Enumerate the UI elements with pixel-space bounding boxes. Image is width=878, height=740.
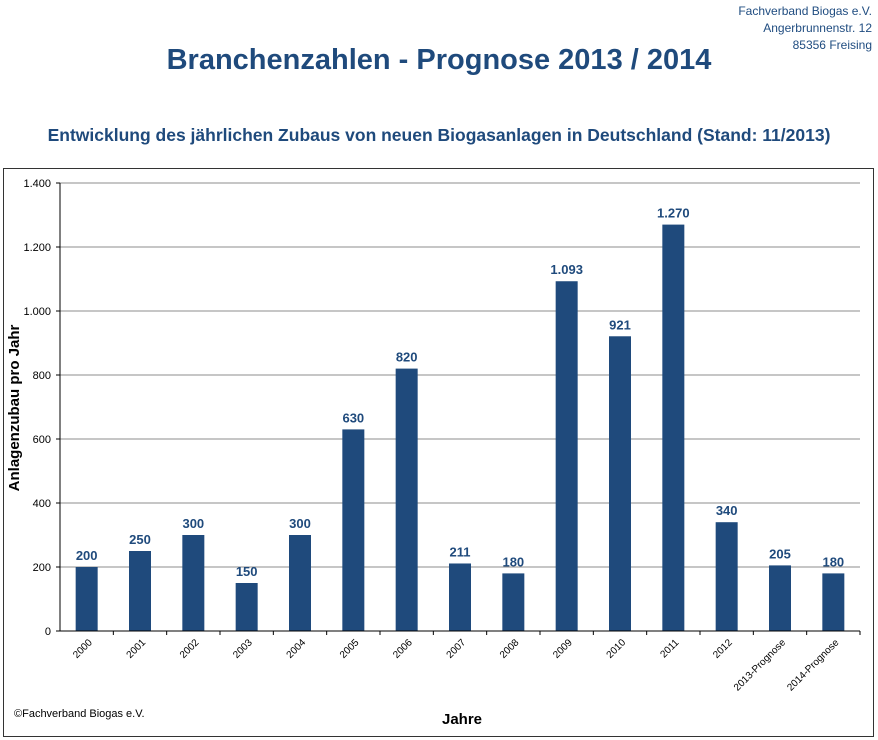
bar-2012 — [715, 522, 738, 631]
bar-2004 — [289, 535, 311, 631]
bar-value-label: 150 — [236, 564, 258, 579]
bar-2014-Prognose — [822, 573, 845, 631]
address-block: Fachverband Biogas e.V. Angerbrunnenstr.… — [738, 3, 872, 54]
bars — [75, 224, 845, 631]
chart-frame — [3, 168, 874, 737]
y-axis-label: Anlagenzubau pro Jahr — [6, 324, 23, 491]
bar-value-label: 921 — [609, 317, 631, 332]
x-tick-label: 2004 — [285, 637, 309, 661]
bar-value-label: 340 — [716, 503, 738, 518]
bar-2003 — [235, 583, 258, 631]
address-line-city: 85356 Freising — [792, 38, 872, 52]
bar-2010 — [609, 336, 631, 631]
bar-2007 — [449, 563, 471, 631]
x-tick-label: 2009 — [551, 637, 575, 661]
x-tick-label: 2005 — [338, 637, 362, 661]
chart-subtitle: Entwicklung des jährlichen Zubaus von ne… — [47, 125, 831, 145]
bar-value-label: 211 — [450, 544, 471, 559]
y-tick-label: 800 — [33, 370, 51, 382]
x-tick-label: 2003 — [231, 637, 255, 661]
bar-value-label: 200 — [76, 548, 98, 563]
bar-2011 — [662, 224, 685, 631]
y-tick-label: 1.400 — [23, 178, 51, 190]
bar-2000 — [75, 567, 98, 631]
x-tick-label: 2008 — [498, 637, 522, 661]
bar-2002 — [182, 535, 205, 631]
y-tick-label: 1.000 — [23, 306, 51, 318]
x-axis-label: Jahre — [442, 711, 482, 728]
bar-value-label: 180 — [822, 554, 844, 569]
grid-lines — [60, 182, 860, 568]
bar-2005 — [342, 429, 365, 631]
x-tick-label: 2011 — [658, 637, 681, 660]
x-tick-label: 2010 — [605, 637, 629, 661]
bar-value-label: 1.093 — [550, 262, 583, 277]
x-tick-label: 2012 — [711, 637, 735, 661]
address-line-street: Angerbrunnenstr. 12 — [763, 21, 872, 35]
bar-2013-Prognose — [769, 565, 791, 631]
bar-value-label: 1.270 — [657, 206, 690, 221]
address-line-org: Fachverband Biogas e.V. — [738, 4, 872, 18]
x-tick-label: 2002 — [178, 637, 202, 661]
x-tick-label: 2000 — [71, 637, 95, 661]
page-title: Branchenzahlen - Prognose 2013 / 2014 — [166, 44, 712, 76]
bar-2001 — [129, 551, 151, 631]
bar-2008 — [502, 573, 525, 631]
x-tick-label: 2013-Prognose — [732, 637, 788, 693]
bar-value-label: 205 — [769, 546, 791, 561]
bar-2006 — [395, 368, 418, 631]
x-tick-label: 2014-Prognose — [785, 637, 841, 693]
bar-value-label: 300 — [182, 516, 204, 531]
y-tick-label: 0 — [45, 626, 51, 638]
y-tick-label: 1.200 — [23, 242, 51, 254]
x-tick-label: 2006 — [391, 637, 415, 661]
bar-value-label: 630 — [342, 410, 364, 425]
bar-value-label: 180 — [502, 554, 524, 569]
axes — [56, 182, 861, 635]
bar-value-label: 820 — [396, 350, 418, 365]
x-tick-label: 2001 — [125, 637, 149, 661]
x-tick-label: 2007 — [445, 637, 469, 661]
y-tick-label: 600 — [33, 434, 51, 446]
y-tick-label: 200 — [33, 562, 51, 574]
y-tick-label: 400 — [33, 498, 51, 510]
bar-value-label: 250 — [129, 532, 151, 547]
bar-2009 — [555, 281, 578, 631]
bar-value-label: 300 — [289, 516, 311, 531]
copyright-notice: ©Fachverband Biogas e.V. — [14, 708, 145, 720]
